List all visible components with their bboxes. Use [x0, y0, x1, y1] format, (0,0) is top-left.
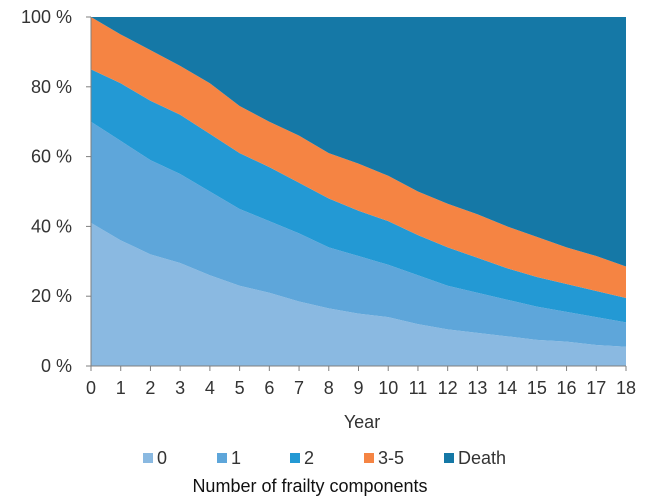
legend-swatch: [290, 453, 300, 463]
x-tick-label: 2: [145, 378, 155, 398]
x-tick-labels: 0 1 2 3 4 5 6 7 8 9 10 11 12 13 14 15 16 17 18: [86, 378, 636, 398]
x-tick-label: 7: [294, 378, 304, 398]
area-series-1: [91, 222, 626, 366]
y-tick-labels: 0 % 20 % 40 % 60 % 80 % 100 %: [21, 7, 72, 376]
legend-title: Number of frailty components: [192, 476, 427, 496]
x-tick-label: 8: [324, 378, 334, 398]
legend-item: 2: [290, 448, 314, 468]
legend-label: 3-5: [378, 448, 404, 468]
legend-label: 0: [157, 448, 167, 468]
x-tick-label: 0: [86, 378, 96, 398]
legend-item: 1: [217, 448, 241, 468]
y-tick-label: 60 %: [31, 147, 72, 167]
legend-item: 3-5: [364, 448, 404, 468]
legend: 0 1 2 3-5 Death: [143, 448, 506, 468]
x-tick-label: 6: [264, 378, 274, 398]
y-tick-label: 40 %: [31, 216, 72, 236]
area-series-4: [91, 17, 626, 298]
legend-item: Death: [444, 448, 506, 468]
x-tick-label: 14: [497, 378, 517, 398]
x-tick-label: 9: [353, 378, 363, 398]
x-tick-label: 13: [467, 378, 487, 398]
x-tick-label: 11: [409, 378, 428, 398]
x-tick-label: 10: [378, 378, 398, 398]
x-tick-label: 12: [438, 378, 458, 398]
y-tick-label: 100 %: [21, 7, 72, 27]
y-tick-label: 20 %: [31, 286, 72, 306]
legend-label: 1: [231, 448, 241, 468]
x-tick-label: 3: [175, 378, 185, 398]
area-series-5: [91, 17, 626, 267]
legend-label: 2: [304, 448, 314, 468]
x-tick-label: 17: [586, 378, 606, 398]
legend-swatch: [143, 453, 153, 463]
x-axis-title: Year: [344, 412, 380, 432]
x-tick-label: 16: [557, 378, 577, 398]
plot-area: [91, 17, 626, 366]
legend-swatch: [444, 453, 454, 463]
area-series-3: [91, 69, 626, 323]
axes: [86, 16, 627, 371]
x-tick-label: 15: [527, 378, 547, 398]
y-tick-label: 0 %: [41, 356, 72, 376]
legend-label: Death: [458, 448, 506, 468]
x-tick-label: 18: [616, 378, 636, 398]
legend-item: 0: [143, 448, 167, 468]
area-series-2: [91, 121, 626, 347]
x-tick-label: 5: [235, 378, 245, 398]
legend-swatch: [217, 453, 227, 463]
x-tick-label: 4: [205, 378, 215, 398]
legend-swatch: [364, 453, 374, 463]
y-tick-label: 80 %: [31, 77, 72, 97]
x-tick-label: 1: [116, 378, 126, 398]
